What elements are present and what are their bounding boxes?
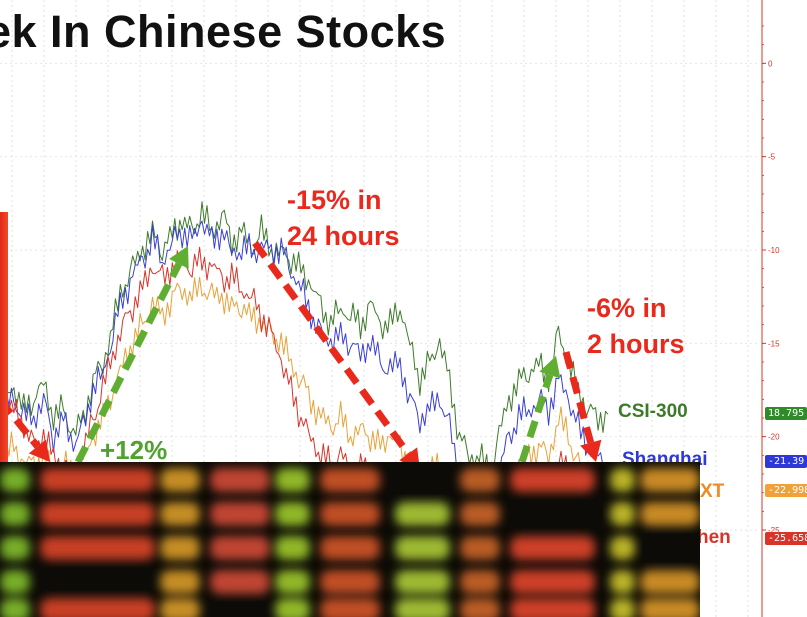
- ticker-light: [395, 536, 450, 560]
- stock-ticker-board-photo: [0, 462, 700, 617]
- ticker-light: [510, 468, 595, 492]
- ticker-light: [40, 468, 155, 492]
- series-label-shenzhen: hen: [697, 527, 731, 548]
- ticker-light: [395, 598, 450, 617]
- ticker-light: [210, 570, 270, 594]
- ticker-light: [210, 536, 270, 560]
- ticker-light: [510, 536, 595, 560]
- red-arrow-left-head: [28, 439, 50, 462]
- red-arrow-drop-2h: [562, 351, 602, 462]
- ticker-light: [160, 536, 200, 560]
- ticker-light: [275, 502, 310, 526]
- ticker-light: [610, 570, 635, 594]
- y-axis-tick-label: -15: [768, 339, 780, 348]
- ticker-light: [460, 536, 500, 560]
- green-arrow-rebound: [518, 356, 561, 464]
- ticker-light: [460, 468, 500, 492]
- ticker-light: [0, 536, 30, 560]
- ticker-light: [460, 570, 500, 594]
- annotation-rise: +12%: [100, 435, 168, 465]
- green-arrow-rise: [74, 246, 189, 464]
- ticker-light: [610, 598, 635, 617]
- ticker-light: [0, 570, 30, 594]
- ticker-light: [395, 502, 450, 526]
- ticker-light: [640, 598, 700, 617]
- end-value-cnxt: -22.998: [765, 484, 807, 497]
- y-axis-tick-label: 0: [768, 59, 773, 68]
- ticker-light: [610, 536, 635, 560]
- y-axis-tick-label: -25: [768, 526, 780, 535]
- green-arrow-rebound-head: [539, 356, 561, 379]
- red-arrow-drop-24h-shaft: [252, 240, 412, 456]
- annotation-drop-24h-line1: -15% in: [287, 185, 382, 215]
- y-axis-tick-label: -5: [768, 153, 776, 162]
- annotation-drop-2h-line1: -6% in: [587, 293, 667, 323]
- red-overlay-strip: [0, 212, 8, 464]
- y-axis-tick-label: -20: [768, 433, 780, 442]
- ticker-light: [640, 502, 700, 526]
- chart-title: ek In Chinese Stocks: [0, 6, 447, 57]
- ticker-light: [275, 468, 310, 492]
- ticker-light: [0, 502, 30, 526]
- ticker-light: [510, 570, 595, 594]
- ticker-light: [320, 536, 380, 560]
- ticker-light: [275, 570, 310, 594]
- ticker-light: [40, 502, 155, 526]
- annotation-drop-24h-line2: 24 hours: [287, 221, 400, 251]
- ticker-light: [210, 502, 270, 526]
- series-line-csi300: [3, 201, 609, 484]
- ticker-light: [275, 598, 310, 617]
- ticker-light: [320, 468, 380, 492]
- ticker-light: [160, 598, 200, 617]
- ticker-light: [460, 502, 500, 526]
- annotation-drop-24h: -15% in 24 hours: [287, 182, 400, 254]
- annotation-drop-2h: -6% in 2 hours: [587, 290, 685, 362]
- ticker-board-lights: [0, 468, 700, 617]
- annotation-drop-2h-line2: 2 hours: [587, 329, 685, 359]
- end-value-csi300: 18.795: [765, 407, 807, 420]
- red-arrow-drop-2h-shaft: [562, 351, 595, 444]
- ticker-light: [210, 468, 270, 492]
- green-arrow-rise-shaft: [74, 262, 183, 464]
- ticker-light: [0, 468, 30, 492]
- ticker-light: [510, 598, 595, 617]
- green-arrow-rebound-shaft: [518, 373, 554, 464]
- ticker-light: [460, 598, 500, 617]
- ticker-light: [0, 598, 30, 617]
- end-value-shanghai: -21.39: [765, 455, 807, 468]
- ticker-light: [320, 598, 380, 617]
- ticker-light: [160, 468, 200, 492]
- ticker-light: [610, 502, 635, 526]
- ticker-light: [160, 502, 200, 526]
- ticker-light: [320, 570, 380, 594]
- ticker-light: [40, 598, 155, 617]
- ticker-light: [275, 536, 310, 560]
- y-axis-tick-label: -10: [768, 246, 780, 255]
- ticker-light: [40, 536, 155, 560]
- series-label-csi300: CSI-300: [618, 401, 688, 422]
- red-arrow-drop-2h-head: [580, 439, 602, 462]
- ticker-light: [640, 570, 700, 594]
- green-arrow-rise-head: [169, 246, 189, 269]
- ticker-light: [640, 468, 700, 492]
- series-label-cnxt: XT: [700, 481, 725, 502]
- ticker-light: [610, 468, 635, 492]
- ticker-light: [395, 570, 450, 594]
- end-value-shenzhen: -25.658: [765, 532, 807, 545]
- ticker-light: [160, 570, 200, 594]
- ticker-light: [320, 502, 380, 526]
